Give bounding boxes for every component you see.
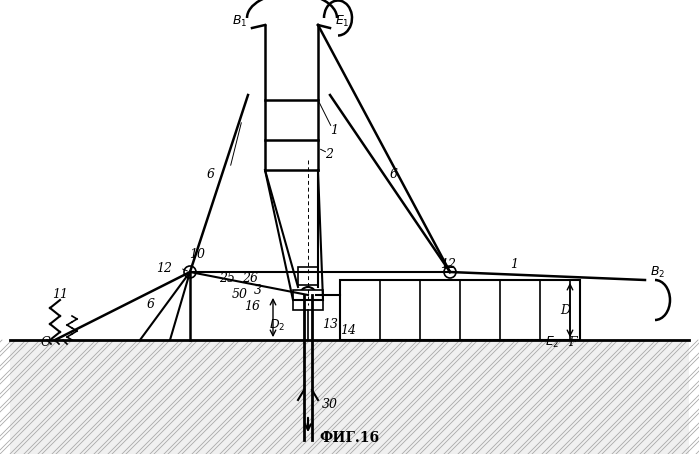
Text: 6: 6 [207,168,215,182]
Text: $E_1$: $E_1$ [335,14,350,29]
Text: ФИГ.16: ФИГ.16 [319,431,379,445]
Text: 1: 1 [510,258,518,271]
Bar [298,267,318,285]
Text: 1: 1 [330,123,338,137]
Text: 14: 14 [340,324,356,336]
Text: 10: 10 [189,248,205,262]
Text: 3: 3 [254,285,262,297]
Text: 2: 2 [325,148,333,162]
Text: 6: 6 [390,168,398,182]
Text: $B_1$: $B_1$ [231,14,247,29]
Bar [340,280,580,340]
Text: $E_2$: $E_2$ [545,335,559,350]
Text: 26: 26 [242,271,258,285]
Text: 13: 13 [322,319,338,331]
Text: 30: 30 [322,399,338,411]
Text: 16: 16 [244,300,260,312]
Text: 12: 12 [440,258,456,271]
Text: F: F [568,336,577,349]
Text: D: D [560,304,570,316]
Text: C: C [41,336,50,349]
Text: 12: 12 [156,262,172,275]
Bar [293,290,323,310]
Text: 6: 6 [147,298,155,311]
Text: $D_2$: $D_2$ [268,317,285,332]
Text: 25: 25 [219,271,235,285]
Bar [10,340,689,454]
Text: 50: 50 [232,288,248,301]
Text: 11: 11 [52,288,68,301]
Text: $B_2$: $B_2$ [650,264,665,280]
